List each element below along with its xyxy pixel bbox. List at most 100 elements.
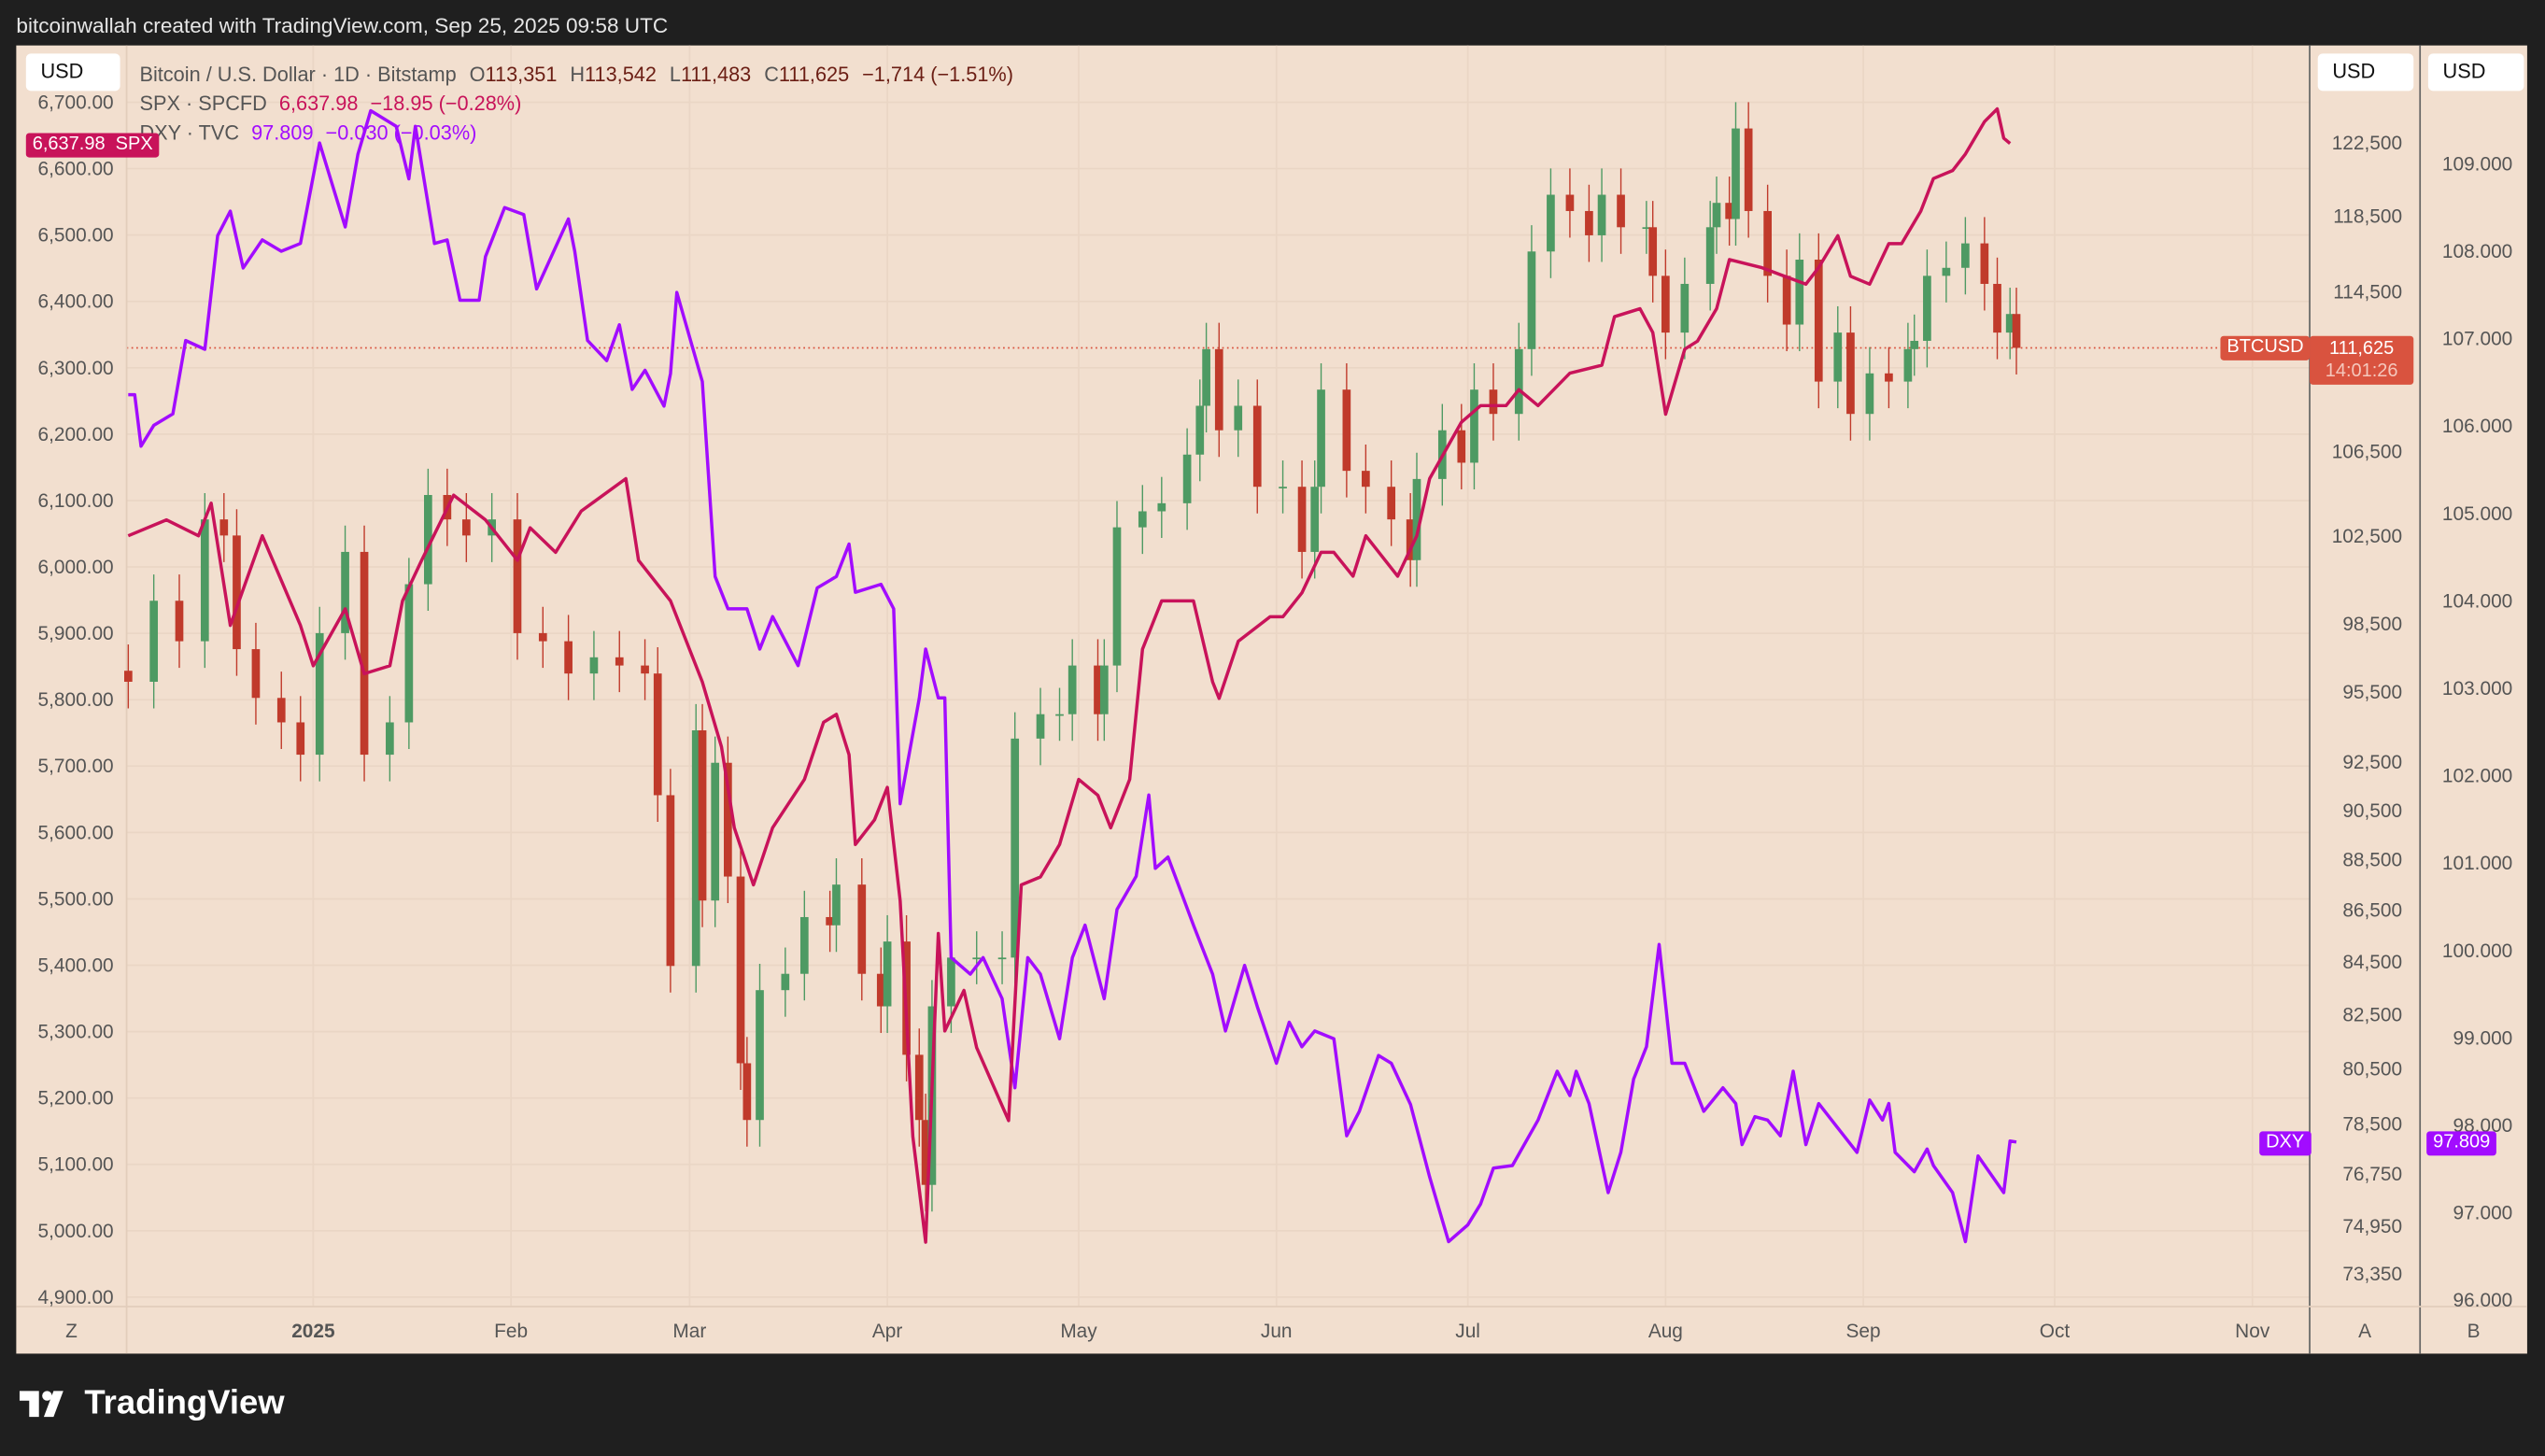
btc-candle-body bbox=[1202, 348, 1210, 406]
scale-mode-button[interactable]: Z bbox=[65, 1321, 78, 1342]
btc-candle-body bbox=[698, 730, 707, 901]
scale-mode-button[interactable]: A bbox=[2358, 1321, 2371, 1342]
right-a-tick-label: 84,500 bbox=[2342, 952, 2402, 973]
btc-candle-body bbox=[883, 941, 892, 1007]
right-a-tick-label: 122,500 bbox=[2332, 133, 2402, 154]
left-axis-tick-label: 6,700.00 bbox=[38, 92, 114, 113]
btc-candle-body bbox=[1112, 527, 1122, 666]
right-a-tick-label: 114,500 bbox=[2333, 281, 2402, 303]
chart-canvas[interactable]: 6,700.00 6,600.00 6,500.00 6,400.00 6,300.00… bbox=[16, 45, 2527, 1354]
legend-spx-value: 6,637.98 bbox=[278, 92, 359, 116]
axes: 6,700.00 6,600.00 6,500.00 6,400.00 6,300.00… bbox=[16, 45, 2527, 1354]
btc-tag-price: 111,625 bbox=[2328, 339, 2395, 360]
btc-candle-body bbox=[1011, 738, 1020, 958]
legend-close: 111,625 bbox=[778, 63, 850, 87]
legend-high: 113,542 bbox=[585, 63, 657, 87]
x-axis-tick-label: Jul bbox=[1455, 1321, 1480, 1342]
left-axis-tick-label: 5,900.00 bbox=[38, 623, 114, 644]
legend-o-label: O bbox=[469, 63, 486, 87]
scale-mode-button[interactable]: B bbox=[2467, 1321, 2481, 1342]
btc-candle-body bbox=[149, 601, 159, 683]
btc-candle-body bbox=[1846, 332, 1855, 415]
legend-spx-name: SPX · SPCFD bbox=[139, 92, 267, 116]
left-axis-tick-label: 5,400.00 bbox=[38, 954, 114, 976]
left-axis-tick-label: 5,000.00 bbox=[38, 1221, 114, 1242]
right-a-tick-label: 73,350 bbox=[2342, 1264, 2402, 1285]
btc-candle-body bbox=[1342, 389, 1351, 472]
btc-candle-body bbox=[2005, 314, 2015, 333]
legend-l-label: L bbox=[669, 63, 681, 87]
right-b-tick-label: 103.000 bbox=[2442, 678, 2512, 700]
btc-candle-body bbox=[1617, 194, 1625, 228]
left-axis-tick-label: 6,100.00 bbox=[38, 490, 114, 512]
right-b-tick-label: 102.000 bbox=[2442, 766, 2512, 787]
tradingview-logo-icon bbox=[19, 1391, 64, 1418]
btc-candle-body bbox=[799, 916, 809, 974]
btc-candle-body bbox=[1252, 405, 1262, 488]
btc-candle-body bbox=[1833, 332, 1843, 382]
x-axis-tick-label: May bbox=[1060, 1321, 1097, 1342]
left-axis-tick-label: 5,300.00 bbox=[38, 1022, 114, 1043]
dxy-line bbox=[128, 108, 2017, 1244]
btc-candle-body bbox=[1705, 227, 1715, 284]
btc-candle-body bbox=[1885, 373, 1893, 382]
btc-candle-body bbox=[1565, 194, 1575, 211]
grid-lines bbox=[126, 45, 2311, 1308]
right-a-tick-label: 82,500 bbox=[2342, 1004, 2402, 1025]
right-a-tick-label: 76,750 bbox=[2342, 1164, 2402, 1185]
btc-candle-body bbox=[756, 990, 764, 1121]
btc-candle-body bbox=[615, 657, 624, 666]
btc-candle-body bbox=[233, 535, 241, 650]
btc-candle-body bbox=[857, 884, 867, 974]
legend-spx-change: −18.95 (−0.28%) bbox=[370, 92, 522, 116]
x-axis-tick-label: Mar bbox=[672, 1321, 706, 1342]
left-axis-tick-label: 5,700.00 bbox=[38, 756, 114, 777]
btc-candle-body bbox=[424, 495, 432, 585]
right-a-tick-label: 106,500 bbox=[2332, 441, 2402, 462]
btc-name-tag: BTCUSD bbox=[2220, 335, 2311, 360]
left-axis-tick-label: 4,900.00 bbox=[38, 1287, 114, 1308]
currency-button-left[interactable]: USD bbox=[25, 53, 120, 92]
x-axis-tick-label: Apr bbox=[872, 1321, 902, 1342]
chart-pane[interactable]: 6,700.00 6,600.00 6,500.00 6,400.00 6,300.00… bbox=[16, 45, 2527, 1354]
btc-candle-body bbox=[2012, 314, 2021, 348]
left-axis-tick-label: 6,400.00 bbox=[38, 291, 114, 313]
btc-candle-body bbox=[781, 973, 790, 991]
legend-dxy: DXY · TVC 97.809 −0.030 (−0.03%) bbox=[139, 119, 1019, 148]
btc-candle-body bbox=[1279, 487, 1287, 488]
btc-candle-body bbox=[589, 657, 599, 674]
tradingview-logo-text: TradingView bbox=[84, 1384, 285, 1422]
btc-candle-body bbox=[724, 762, 732, 877]
btc-candle-body bbox=[200, 519, 209, 642]
btc-candle-body bbox=[666, 795, 675, 967]
btc-candle-body bbox=[1317, 389, 1325, 488]
right-a-tick-label: 98,500 bbox=[2342, 614, 2402, 635]
right-b-tick-label: 96.000 bbox=[2453, 1290, 2513, 1311]
spx-line bbox=[127, 106, 2012, 1244]
right-b-tick-label: 107.000 bbox=[2442, 329, 2512, 350]
legend-btc-name: Bitcoin / U.S. Dollar · 1D · Bitstamp bbox=[139, 63, 457, 87]
legend-btc: Bitcoin / U.S. Dollar · 1D · Bitstamp O 11… bbox=[139, 60, 1019, 89]
currency-button-right-b[interactable]: USD bbox=[2427, 53, 2524, 92]
btc-candles bbox=[124, 102, 2021, 1212]
btc-candle-body bbox=[1138, 511, 1147, 528]
right-b-tick-label: 108.000 bbox=[2442, 241, 2512, 262]
btc-candle-body bbox=[1661, 276, 1670, 333]
overlay-lines bbox=[127, 106, 2017, 1244]
btc-candle-body bbox=[175, 601, 184, 642]
btc-candle-body bbox=[1814, 260, 1823, 382]
btc-price-tag: 111,625 14:01:26 bbox=[2310, 335, 2414, 385]
btc-candle-body bbox=[653, 673, 662, 796]
x-axis-tick-label: Feb bbox=[494, 1321, 528, 1342]
right-a-tick-label: 80,500 bbox=[2342, 1058, 2402, 1080]
spx-tag-value: 6,637.98 bbox=[32, 134, 106, 155]
snapshot-credit: bitcoinwallah created with TradingView.c… bbox=[16, 12, 669, 37]
currency-button-right-a[interactable]: USD bbox=[2317, 53, 2414, 92]
right-a-tick-label: 118,500 bbox=[2333, 205, 2402, 227]
left-axis-tick-label: 6,500.00 bbox=[38, 225, 114, 247]
left-axis-tick-label: 5,200.00 bbox=[38, 1088, 114, 1110]
legend: Bitcoin / U.S. Dollar · 1D · Bitstamp O 11… bbox=[139, 60, 1019, 148]
btc-candle-body bbox=[1234, 405, 1243, 431]
legend-spx: SPX · SPCFD 6,637.98 −18.95 (−0.28%) bbox=[139, 90, 1019, 119]
